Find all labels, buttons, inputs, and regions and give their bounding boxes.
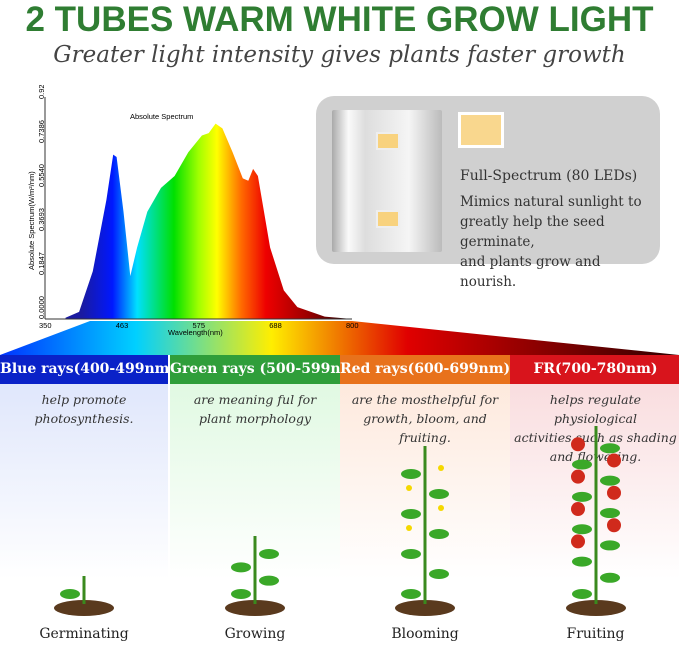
- y-tick-label: 0.3693: [37, 208, 46, 231]
- card-line: Mimics natural sunlight to: [460, 194, 642, 210]
- plant-icon: [565, 426, 626, 616]
- page-title: 2 TUBES WARM WHITE GROW LIGHT: [25, 0, 654, 39]
- y-tick-label: 0.9233: [37, 85, 46, 99]
- band-line: helps regulate physiological: [549, 392, 642, 426]
- band-line: help promote: [41, 392, 127, 407]
- band-line: growth, bloom, and fruiting.: [363, 411, 487, 445]
- led-card-text: Mimics natural sunlight to greatly help …: [460, 192, 660, 292]
- stage-label: Fruiting: [566, 626, 625, 642]
- band-line: are meaning ful for: [193, 392, 317, 407]
- band-1: Blue rays(400-499nm) help promote photosyn…: [0, 355, 176, 619]
- led-chip-icon: [376, 132, 400, 150]
- y-tick-label: 0.0000: [37, 296, 46, 319]
- x-tick-label: 575: [193, 321, 206, 330]
- x-axis-label: Wavelength(nm): [168, 328, 223, 337]
- stage-label: Growing: [224, 626, 286, 642]
- y-tick-label: 0.1847: [37, 252, 46, 275]
- x-tick-label: 350: [39, 321, 52, 330]
- plant-icon: [225, 536, 285, 616]
- stage-label: Blooming: [391, 626, 459, 642]
- y-tick-label: 0.5540: [37, 164, 46, 187]
- y-tick-label: 0.7386: [37, 120, 46, 143]
- band-line: plant morphology: [198, 411, 312, 426]
- band-text: help promote photosynthesis.: [0, 384, 168, 434]
- led-chip-icon: [376, 210, 400, 228]
- band-2: Green rays (500-599nm) are meaning ful fo…: [170, 355, 362, 619]
- plant-icon: [395, 446, 455, 616]
- x-tick-label: 688: [269, 321, 282, 330]
- band-title: Red rays(600-699nm): [340, 355, 510, 384]
- band-text: are the mosthelpful for growth, bloom, an…: [340, 384, 510, 453]
- band-title: FR(700-780nm): [510, 355, 679, 384]
- spectrum-chart: Absolute Spectrum Wavelength(nm) Absolut…: [0, 85, 679, 355]
- stage-label: Germinating: [39, 626, 129, 642]
- band-title: Blue rays(400-499nm): [0, 355, 176, 384]
- band-line: are the mosthelpful for: [351, 392, 499, 407]
- x-tick-label: 800: [346, 321, 359, 330]
- chart-title: Absolute Spectrum: [130, 112, 193, 121]
- x-tick-label: 463: [116, 321, 129, 330]
- page-subtitle: Greater light intensity gives plants fas…: [53, 42, 626, 68]
- band-text: are meaning ful for plant morphology: [170, 384, 340, 434]
- led-chip-icon: [458, 112, 504, 148]
- band-title: Green rays (500-599nm): [170, 355, 362, 384]
- tube-image: [332, 110, 442, 252]
- y-axis-label: Absolute Spectrum(W/m²/nm): [27, 171, 36, 270]
- card-line: greatly help the seed germinate,: [460, 214, 605, 250]
- band-line: photosynthesis.: [34, 411, 134, 426]
- spectrum-fan: [0, 321, 679, 355]
- card-line: and plants grow and nourish.: [460, 254, 601, 290]
- spectrum-area: [65, 123, 352, 319]
- led-card-title: Full-Spectrum (80 LEDs): [460, 168, 638, 184]
- plant-icon: [54, 576, 114, 616]
